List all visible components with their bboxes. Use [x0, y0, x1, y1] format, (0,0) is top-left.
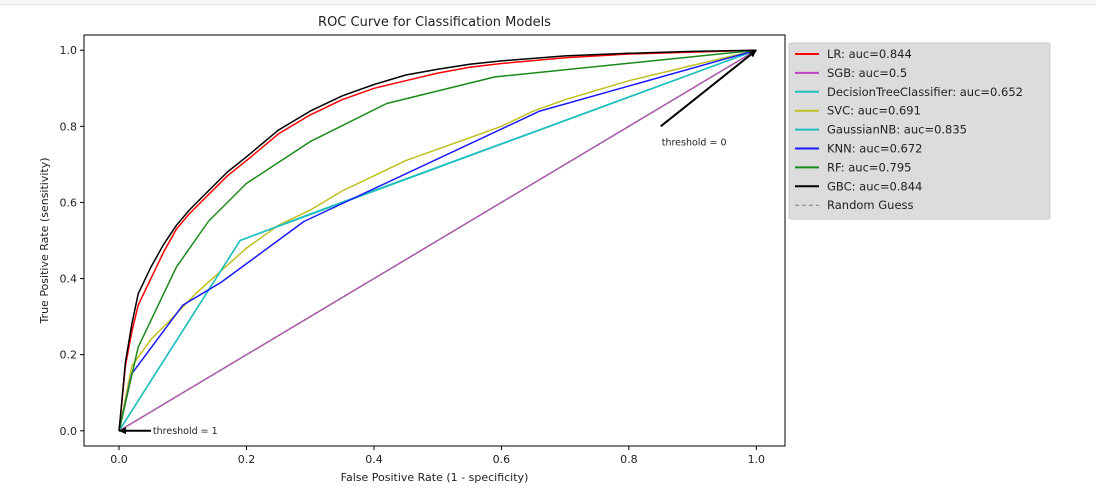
legend-label: SVC: auc=0.691: [827, 104, 921, 118]
series-line-4: [118, 49, 757, 432]
legend-label: GBC: auc=0.844: [827, 179, 922, 193]
annotation-text: threshold = 1: [153, 426, 218, 437]
x-tick-label: 0.2: [238, 453, 256, 466]
y-tick-label: 0.2: [60, 349, 78, 362]
x-axis-label: False Positive Rate (1 - specificity): [341, 471, 529, 484]
legend-label: KNN: auc=0.672: [827, 142, 923, 156]
legend-label: LR: auc=0.844: [827, 47, 912, 61]
y-tick-label: 0.6: [60, 196, 78, 209]
annotation-arrowhead: [748, 50, 757, 58]
series-line-7: [118, 49, 757, 431]
annotation-arrow: [660, 49, 757, 128]
series-line-8: [118, 49, 757, 432]
y-tick-label: 0.8: [60, 120, 78, 133]
y-tick-label: 0.4: [60, 273, 78, 286]
top-bar: [0, 0, 1096, 5]
series-layer: [118, 49, 757, 432]
series-line-6: [118, 49, 757, 431]
y-axis-label: True Positive Rate (sensitivity): [38, 157, 51, 324]
y-tick-label: 1.0: [60, 44, 78, 57]
chart-title: ROC Curve for Classification Models: [318, 15, 551, 30]
ticks-layer: 0.0 0.2 0.4 0.6 0.8 1.0 0.0 0.2 0.4 0.6 0.8 1.0: [60, 44, 766, 466]
x-tick-label: 1.0: [748, 453, 766, 466]
legend-label: SGB: auc=0.5: [827, 66, 907, 80]
annotation-layer: threshold = 1 threshold = 0: [119, 49, 757, 437]
legend-label: GaussianNB: auc=0.835: [827, 123, 967, 137]
x-tick-label: 0.0: [110, 453, 128, 466]
y-tick-label: 0.0: [60, 425, 78, 438]
series-line-0: [118, 49, 757, 431]
legend: LR: auc=0.844 SGB: auc=0.5 DecisionTreeCla…: [788, 42, 1051, 220]
x-tick-label: 0.4: [365, 453, 383, 466]
annotation-arrowhead: [119, 427, 127, 435]
plot-frame: [83, 34, 786, 447]
legend-label: RF: auc=0.795: [827, 160, 911, 174]
annotation-text: threshold = 0: [662, 137, 727, 148]
legend-label: DecisionTreeClassifier: auc=0.652: [827, 85, 1023, 99]
legend-label: Random Guess: [827, 198, 914, 212]
legend-box: [788, 42, 1051, 220]
x-tick-label: 0.6: [493, 453, 511, 466]
x-tick-label: 0.8: [620, 453, 638, 466]
